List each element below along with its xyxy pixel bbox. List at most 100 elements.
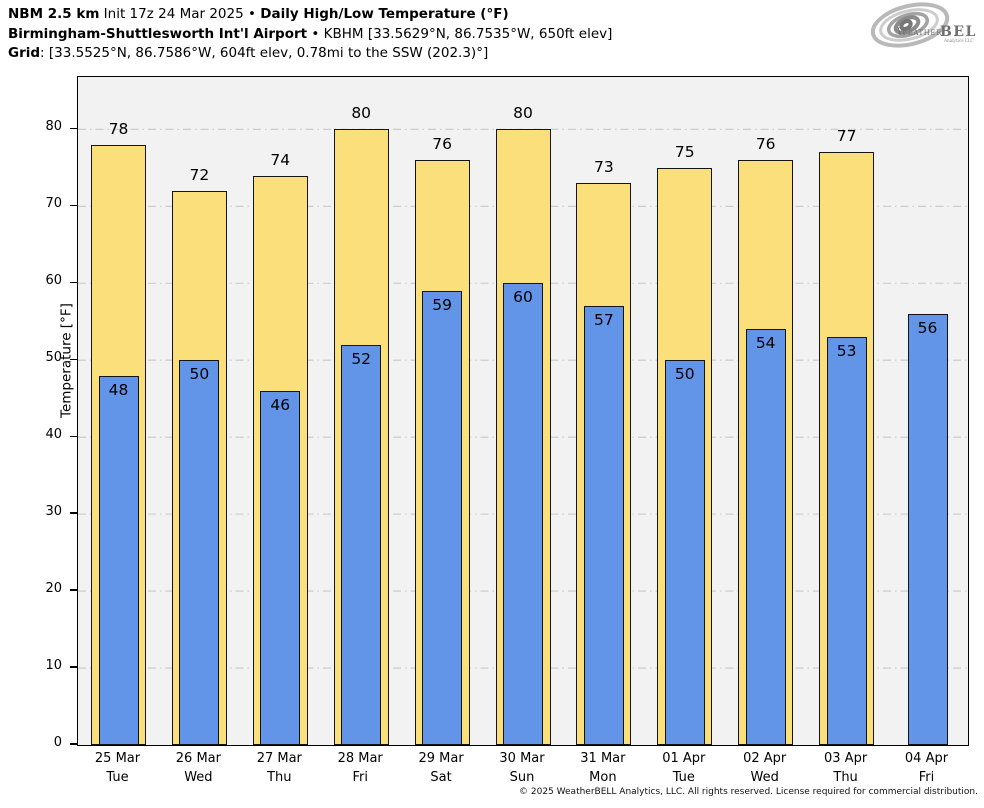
header-segment: NBM 2.5 km (8, 6, 100, 22)
chart-header: NBM 2.5 km Init 17z 24 Mar 2025 • Daily … (8, 5, 612, 64)
header-segment: Daily High/Low Temperature (°F) (260, 6, 509, 22)
x-tick-day: Wed (184, 770, 213, 785)
low-temp-label: 56 (917, 319, 938, 337)
x-tick-date: 30 Mar (499, 751, 545, 766)
header-line-3: Grid: [33.5525°N, 86.7586°W, 604ft elev,… (8, 44, 612, 64)
low-temp-label: 57 (594, 311, 614, 330)
low-temp-bar (664, 360, 705, 745)
x-tick-label: 29 Mar Sat (400, 749, 482, 787)
x-tick-date: 27 Mar (256, 751, 302, 766)
x-tick-date: 29 Mar (418, 751, 464, 766)
header-segment: : [33.5525°N, 86.7586°W, 604ft elev, 0.7… (40, 45, 489, 61)
x-tick-day: Fri (352, 770, 368, 785)
x-tick-label: 02 Apr Wed (724, 749, 806, 787)
header-segment: Birmingham-Shuttlesworth Int'l Airport (8, 25, 308, 42)
y-tick-mark (70, 743, 77, 745)
y-tick-mark (70, 666, 77, 668)
low-temp-label: 46 (270, 396, 291, 414)
y-tick-label-40: 40 (45, 427, 62, 443)
y-tick-mark (70, 127, 77, 129)
x-tick-date: 03 Apr (824, 751, 868, 766)
high-temp-label: 80 (513, 104, 533, 123)
y-tick-mark (70, 512, 77, 514)
x-tick-label: 28 Mar Fri (319, 749, 401, 787)
x-tick-day: Thu (833, 770, 858, 785)
high-temp-label: 74 (270, 150, 291, 169)
logo-word-weather: Weather (897, 27, 942, 38)
y-tick-label-80: 80 (45, 119, 62, 135)
x-tick-day: Sat (430, 770, 452, 785)
logo-word-bell: BELL (940, 24, 976, 40)
high-temp-label: 75 (674, 142, 695, 161)
low-temp-label: 54 (755, 334, 776, 353)
high-temp-label: 73 (594, 158, 614, 177)
high-temp-label: 72 (189, 165, 210, 184)
header-segment: Init 17z 24 Mar 2025 • (99, 6, 261, 22)
low-temp-label: 52 (351, 349, 372, 368)
x-tick-date: 25 Mar (94, 751, 141, 766)
x-tick-date: 02 Apr (743, 751, 787, 766)
hurricane-swirl-icon (870, 2, 950, 48)
y-tick-label-70: 70 (45, 196, 62, 212)
header-line-2: Birmingham-Shuttlesworth Int'l Airport •… (8, 25, 612, 45)
x-tick-date: 01 Apr (662, 751, 706, 766)
header-line-1: NBM 2.5 km Init 17z 24 Mar 2025 • Daily … (8, 5, 612, 25)
low-temp-bar (583, 306, 624, 745)
y-tick-label-50: 50 (45, 350, 62, 366)
y-tick-label-20: 20 (45, 581, 62, 597)
high-temp-label: 76 (755, 135, 776, 154)
low-temp-bar (745, 329, 786, 745)
low-temp-label: 50 (674, 365, 695, 384)
low-temp-bar (422, 290, 463, 745)
x-tick-label: 31 Mar Mon (562, 749, 644, 787)
x-tick-day: Tue (106, 770, 129, 785)
y-tick-mark (70, 281, 77, 283)
x-tick-date: 26 Mar (175, 751, 221, 766)
x-tick-day: Thu (267, 770, 292, 785)
plot-area: 78 48 72 50 74 46 80 52 76 59 80 60 73 57 75 50 76 54 77 53… (77, 76, 969, 746)
high-temp-label: 76 (432, 135, 452, 154)
x-tick-label: 04 Apr Fri (886, 749, 968, 787)
high-temp-label: 78 (108, 119, 129, 138)
y-tick-mark (70, 435, 77, 437)
y-tick-label-0: 0 (53, 735, 62, 750)
x-tick-day: Mon (589, 770, 617, 785)
x-tick-label: 27 Mar Thu (238, 749, 320, 787)
y-tick-label-30: 30 (45, 504, 62, 520)
low-temp-label: 53 (836, 342, 857, 361)
low-temp-label: 50 (189, 365, 210, 384)
header-segment: Grid (8, 45, 41, 61)
high-temp-label: 77 (836, 127, 857, 146)
low-temp-bar (826, 337, 867, 745)
header-segment: • KBHM [33.5629°N, 86.7535°W, 650ft elev… (307, 25, 613, 42)
low-temp-bar (341, 344, 382, 745)
x-tick-label: 03 Apr Thu (805, 749, 887, 787)
low-temp-bar (98, 375, 139, 745)
x-tick-date: 04 Apr (904, 751, 949, 766)
y-tick-mark (70, 589, 77, 591)
y-tick-label-60: 60 (45, 273, 62, 289)
low-temp-bar (260, 391, 301, 745)
high-temp-label: 80 (351, 104, 372, 123)
weatherbell-logo: Weather BELL Analytics LLC (870, 2, 976, 48)
x-tick-label: 30 Mar Sun (481, 749, 563, 787)
x-tick-day: Wed (750, 770, 779, 785)
x-tick-label: 01 Apr Tue (643, 749, 725, 787)
x-tick-day: Sun (509, 770, 535, 785)
x-tick-date: 31 Mar (580, 751, 626, 766)
low-temp-label: 60 (513, 288, 533, 307)
copyright-footer: © 2025 WeatherBELL Analytics, LLC. All r… (519, 787, 978, 797)
low-temp-bar (179, 360, 220, 745)
x-tick-label: 26 Mar Wed (157, 749, 239, 787)
low-temp-label: 59 (432, 295, 452, 314)
low-temp-label: 48 (108, 380, 129, 399)
y-tick-mark (70, 358, 77, 360)
x-tick-day: Tue (672, 770, 695, 785)
y-tick-label-10: 10 (45, 658, 62, 673)
y-tick-mark (70, 204, 77, 206)
low-temp-bar (907, 314, 948, 745)
logo-subtext: Analytics LLC (943, 38, 974, 43)
x-tick-label: 25 Mar Tue (77, 749, 159, 787)
low-temp-bar (503, 283, 543, 745)
